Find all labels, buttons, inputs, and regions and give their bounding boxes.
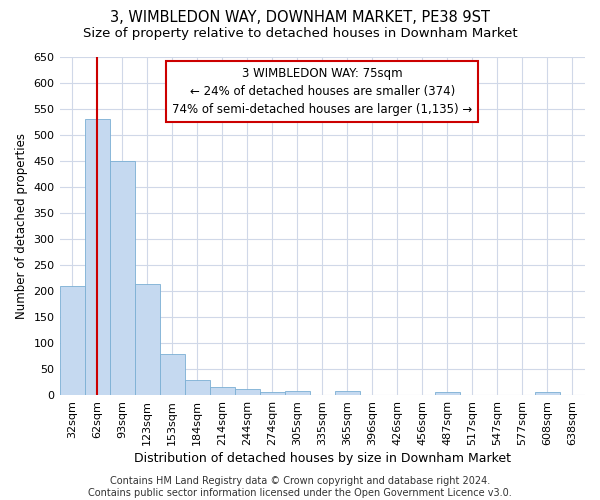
X-axis label: Distribution of detached houses by size in Downham Market: Distribution of detached houses by size … (134, 452, 511, 465)
Bar (235, 389, 260, 395)
Bar (335, 392, 360, 395)
Bar (160, 354, 185, 395)
Bar (435, 392, 460, 395)
Bar (285, 391, 310, 395)
Bar (134, 284, 160, 395)
Bar (535, 392, 560, 395)
Bar (185, 380, 209, 395)
Text: 3, WIMBLEDON WAY, DOWNHAM MARKET, PE38 9ST: 3, WIMBLEDON WAY, DOWNHAM MARKET, PE38 9… (110, 10, 490, 25)
Bar (85, 119, 110, 395)
Text: Contains HM Land Registry data © Crown copyright and database right 2024.
Contai: Contains HM Land Registry data © Crown c… (88, 476, 512, 498)
Text: Size of property relative to detached houses in Downham Market: Size of property relative to detached ho… (83, 28, 517, 40)
Y-axis label: Number of detached properties: Number of detached properties (15, 133, 28, 319)
Bar (260, 392, 285, 395)
Bar (110, 160, 134, 395)
Bar (59, 286, 85, 395)
Bar (209, 386, 235, 395)
Text: 3 WIMBLEDON WAY: 75sqm
← 24% of detached houses are smaller (374)
74% of semi-de: 3 WIMBLEDON WAY: 75sqm ← 24% of detached… (172, 66, 472, 116)
